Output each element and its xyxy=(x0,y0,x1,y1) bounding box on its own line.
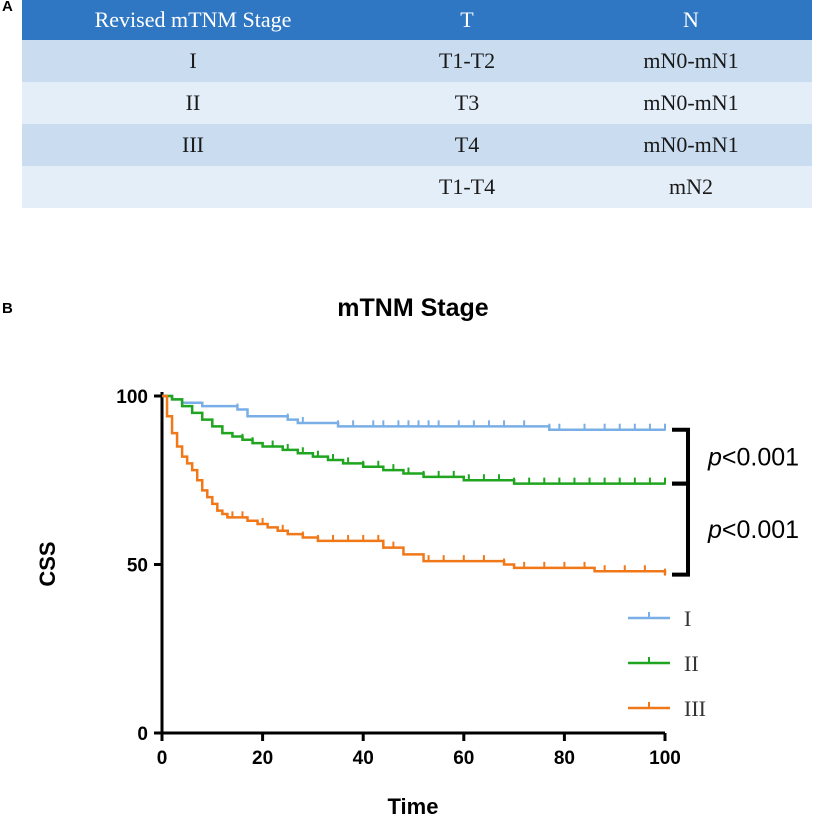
p-value-label: p<0.001 xyxy=(707,516,799,544)
table-header-row: Revised mTNM Stage T N xyxy=(22,0,812,40)
panel-label-a: A xyxy=(2,0,13,15)
series-line-III xyxy=(162,394,667,575)
legend-label-II: II xyxy=(684,651,699,676)
y-tick-label: 0 xyxy=(137,724,148,745)
table-cell: mN0-mN1 xyxy=(570,124,812,166)
table-cell: II xyxy=(22,82,364,124)
x-tick-label: 80 xyxy=(554,748,575,769)
table-cell: T1-T4 xyxy=(364,166,570,208)
bracket-line xyxy=(672,481,690,577)
table-cell: mN0-mN1 xyxy=(570,40,812,82)
survival-curves xyxy=(162,394,667,576)
header-t: T xyxy=(364,0,570,40)
x-tick-label: 20 xyxy=(252,748,273,769)
table-cell xyxy=(22,166,364,208)
table-row: III T4 mN0-mN1 xyxy=(22,124,812,166)
bracket-line xyxy=(672,427,690,486)
header-stage: Revised mTNM Stage xyxy=(22,0,364,40)
legend-label-I: I xyxy=(684,606,691,631)
panel-label-b: B xyxy=(2,300,13,317)
table-row: I T1-T2 mN0-mN1 xyxy=(22,40,812,82)
y-axis-label: CSS xyxy=(35,541,60,586)
table-row: II T3 mN0-mN1 xyxy=(22,82,812,124)
km-survival-chart: mTNM Stage CSS Time 0 20 40 60 80 100 0 50 100 p… xyxy=(35,294,799,819)
y-tick-label: 100 xyxy=(116,387,148,408)
p-value-brackets: p<0.001 p<0.001 xyxy=(672,427,799,577)
table-cell: mN0-mN1 xyxy=(570,82,812,124)
x-axis-label: Time xyxy=(388,794,439,819)
table-cell: T1-T2 xyxy=(364,40,570,82)
table-row: T1-T4 mN2 xyxy=(22,166,812,208)
x-tick-label: 100 xyxy=(649,748,681,769)
legend-label-III: III xyxy=(684,696,706,721)
table-cell: T4 xyxy=(364,124,570,166)
p-value-label: p<0.001 xyxy=(707,444,799,472)
table-cell: mN2 xyxy=(570,166,812,208)
mtnm-stage-table: Revised mTNM Stage T N I T1-T2 mN0-mN1 I… xyxy=(22,0,812,208)
table-cell: I xyxy=(22,40,364,82)
series-line-I xyxy=(162,394,665,431)
axes: 0 20 40 60 80 100 0 50 100 xyxy=(116,387,681,769)
chart-title: mTNM Stage xyxy=(337,294,489,322)
x-tick-label: 0 xyxy=(157,748,168,769)
header-n: N xyxy=(570,0,812,40)
table-cell: T3 xyxy=(364,82,570,124)
y-tick-label: 50 xyxy=(127,556,148,577)
x-tick-label: 60 xyxy=(453,748,474,769)
x-tick-label: 40 xyxy=(353,748,374,769)
table-cell: III xyxy=(22,124,364,166)
